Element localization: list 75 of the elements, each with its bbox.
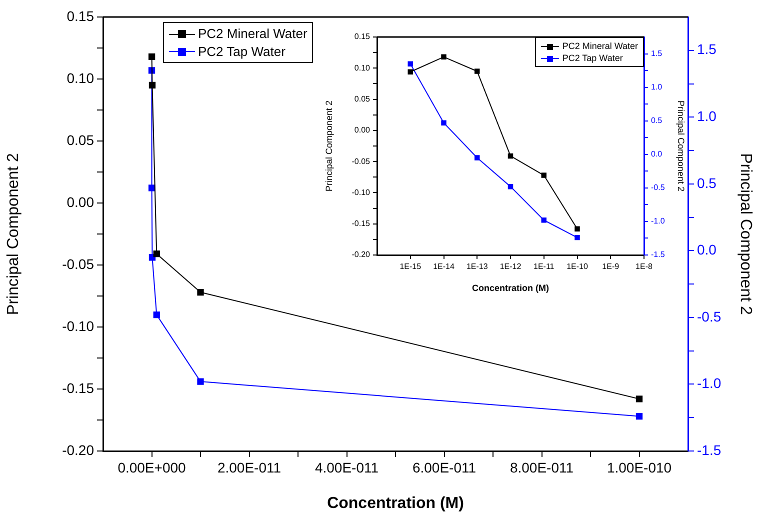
point bbox=[153, 311, 160, 318]
point bbox=[541, 172, 546, 178]
y2-tick-label: 1.0 bbox=[651, 82, 663, 92]
x-tick-label: 1E-9 bbox=[602, 262, 620, 272]
x-tick-label: 1.00E-010 bbox=[606, 459, 672, 476]
x-tick-label: 6.00E-011 bbox=[412, 459, 476, 476]
x-tick-label: 1E-12 bbox=[500, 262, 522, 272]
y2-tick-label: 0.5 bbox=[697, 174, 717, 191]
y2-tick-label: -1.5 bbox=[651, 250, 666, 260]
x-tick-label: 1E-10 bbox=[566, 262, 588, 272]
y2-axis-title: Principal Component 2 bbox=[676, 100, 686, 192]
y2-tick-label: 0.0 bbox=[651, 150, 663, 159]
y2-tick-label: -1.0 bbox=[651, 216, 666, 226]
y2-tick-label: -0.5 bbox=[651, 183, 666, 192]
point bbox=[408, 69, 413, 74]
y-tick-label: -0.15 bbox=[62, 380, 94, 396]
y2-tick-label: -1.0 bbox=[697, 375, 722, 392]
point bbox=[148, 53, 156, 60]
y-tick-label: -0.20 bbox=[352, 250, 371, 260]
x-tick-label: 1E-14 bbox=[433, 262, 455, 272]
y-tick-label: -0.15 bbox=[352, 219, 371, 228]
x-tick-label: 1E-8 bbox=[636, 262, 653, 272]
y-tick-label: -0.10 bbox=[352, 188, 371, 197]
y-tick-label: -0.05 bbox=[352, 156, 371, 166]
point bbox=[153, 250, 160, 258]
y-tick-label: -0.10 bbox=[62, 318, 94, 334]
y-tick-label: 0.05 bbox=[66, 132, 94, 148]
legend-label: PC2 Mineral Water bbox=[562, 40, 638, 52]
y-tick-label: -0.20 bbox=[62, 442, 94, 458]
point bbox=[508, 153, 514, 159]
y2-tick-label: -1.5 bbox=[697, 442, 722, 458]
y-tick-label: 0.10 bbox=[354, 63, 371, 72]
x-tick-label: 1E-15 bbox=[400, 262, 422, 272]
y-tick-label: 0.15 bbox=[354, 32, 371, 42]
x-tick-label: 2.00E-011 bbox=[217, 459, 282, 476]
point bbox=[441, 120, 446, 126]
y2-tick-label: 0.5 bbox=[651, 116, 663, 126]
legend-label: PC2 Tap Water bbox=[198, 42, 286, 60]
x-tick-label: 1E-13 bbox=[466, 262, 488, 272]
y-tick-label: 0.00 bbox=[354, 126, 371, 135]
point bbox=[508, 184, 514, 190]
y-tick-label: 0.10 bbox=[66, 70, 94, 86]
y-tick-label: 0.05 bbox=[354, 94, 371, 104]
point bbox=[474, 155, 480, 160]
y2-tick-label: 0.0 bbox=[697, 242, 717, 258]
y2-tick-label: 1.0 bbox=[697, 108, 717, 124]
point bbox=[574, 234, 580, 240]
x-tick-label: 8.00E-011 bbox=[510, 459, 574, 476]
legend-label: PC2 Tap Water bbox=[562, 52, 623, 64]
y-axis-title: Principal Component 2 bbox=[5, 152, 22, 315]
point bbox=[636, 396, 643, 402]
x-axis-title: Concentration (M) bbox=[327, 494, 464, 512]
point bbox=[636, 412, 643, 420]
point bbox=[197, 288, 204, 296]
y-tick-label: 0.00 bbox=[66, 194, 94, 210]
point bbox=[541, 218, 546, 223]
y-tick-label: 0.15 bbox=[66, 8, 94, 24]
point bbox=[148, 184, 156, 192]
point bbox=[574, 226, 580, 232]
point bbox=[441, 54, 446, 60]
x-axis-title: Concentration (M) bbox=[472, 283, 549, 294]
x-tick-label: 1E-11 bbox=[533, 262, 555, 272]
y-tick-label: -0.05 bbox=[62, 256, 94, 272]
point bbox=[197, 378, 204, 385]
legend-label: PC2 Mineral Water bbox=[198, 25, 308, 43]
point bbox=[474, 68, 480, 74]
y2-tick-label: -0.5 bbox=[697, 308, 722, 324]
x-tick-label: 4.00E-011 bbox=[314, 459, 379, 476]
x-tick-label: 0.00E+000 bbox=[118, 459, 186, 476]
point bbox=[408, 61, 413, 66]
y-axis-title: Principal Component 2 bbox=[324, 100, 334, 192]
y2-tick-label: 1.5 bbox=[651, 48, 663, 58]
y2-axis-title: Principal Component 2 bbox=[736, 153, 754, 316]
y2-tick-label: 1.5 bbox=[697, 41, 717, 58]
point bbox=[148, 82, 156, 89]
